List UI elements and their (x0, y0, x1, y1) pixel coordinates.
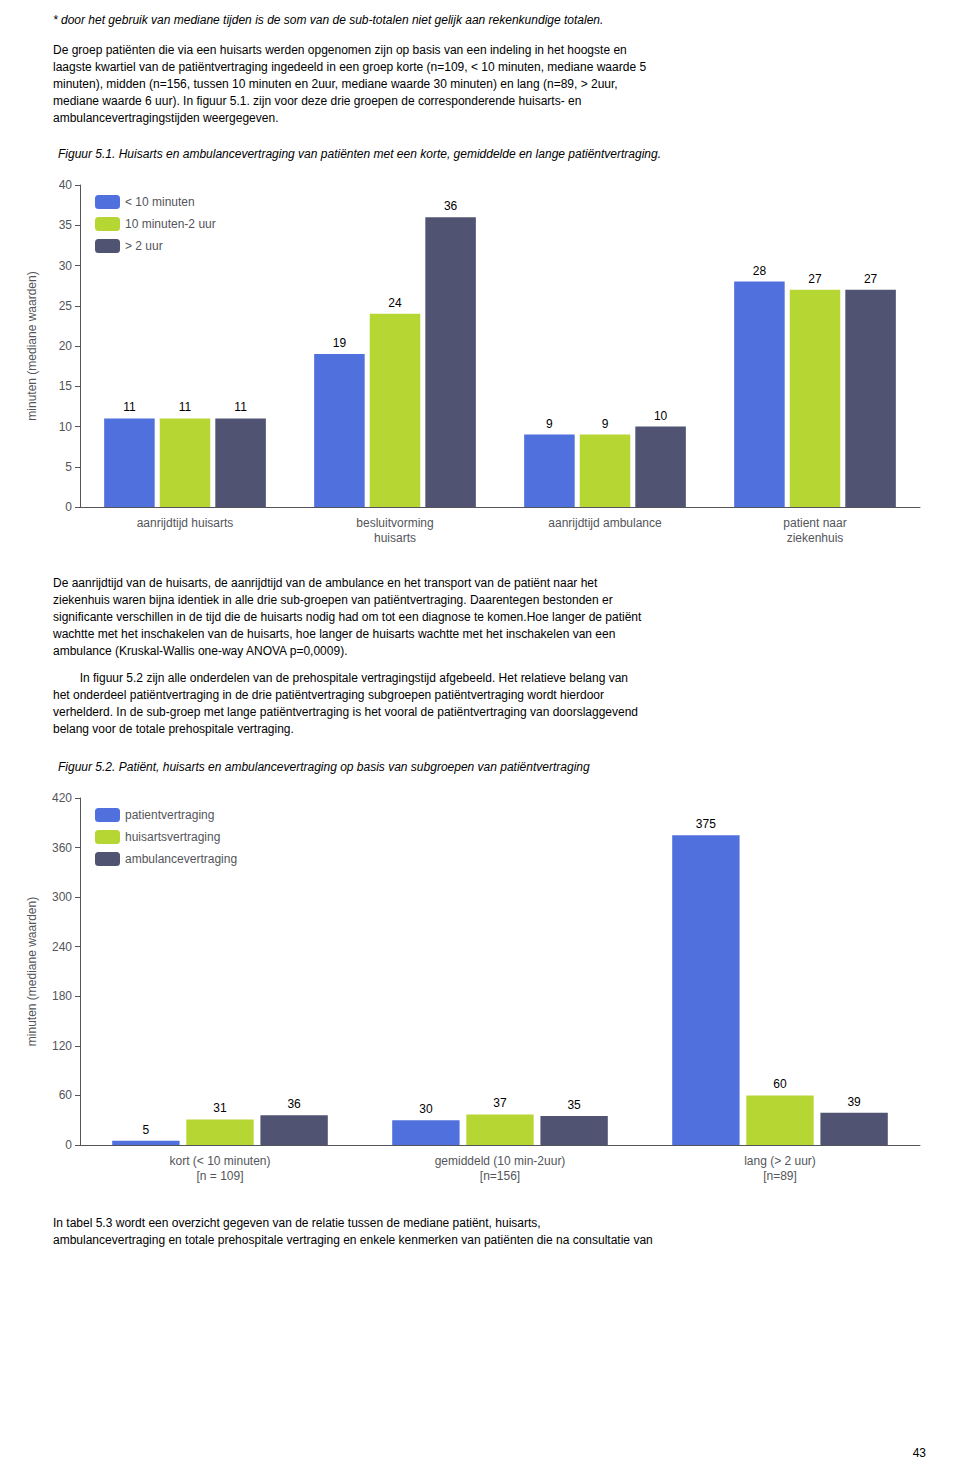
svg-text:375: 375 (696, 817, 716, 831)
svg-text:ambulancevertraging: ambulancevertraging (125, 852, 237, 866)
svg-text:patientvertraging: patientvertraging (125, 808, 214, 822)
svg-text:30: 30 (419, 1102, 433, 1116)
svg-text:minuten (mediane waarden): minuten (mediane waarden) (25, 897, 39, 1046)
svg-text:kort (< 10 minuten): kort (< 10 minuten) (169, 1154, 270, 1168)
svg-text:39: 39 (847, 1095, 861, 1109)
svg-text:5: 5 (65, 460, 72, 474)
svg-text:19: 19 (333, 336, 347, 350)
svg-text:10: 10 (59, 420, 73, 434)
svg-text:10 minuten-2 uur: 10 minuten-2 uur (125, 217, 216, 231)
svg-text:huisartsvertraging: huisartsvertraging (125, 830, 220, 844)
svg-text:minuten (mediane waarden): minuten (mediane waarden) (25, 271, 39, 420)
svg-text:60: 60 (59, 1088, 73, 1102)
svg-text:besluitvorming: besluitvorming (356, 516, 433, 530)
html-text:43: 43 (912, 1446, 926, 1460)
svg-text:30: 30 (59, 259, 73, 273)
svg-text:gemiddeld (10 min-2uur): gemiddeld (10 min-2uur) (435, 1154, 566, 1168)
svg-text:15: 15 (59, 379, 73, 393)
svg-text:11: 11 (179, 400, 192, 414)
svg-text:< 10 minuten: < 10 minuten (125, 195, 195, 209)
html-text:In tabel 5.3 wordt een overzic: In tabel 5.3 wordt een overzicht gegeven… (53, 1216, 653, 1247)
svg-text:11: 11 (234, 400, 247, 414)
svg-text:300: 300 (52, 890, 72, 904)
html-text:De aanrijdtijd van de huisarts: De aanrijdtijd van de huisarts, de aanri… (53, 576, 642, 658)
svg-text:0: 0 (65, 500, 72, 514)
svg-text:35: 35 (567, 1098, 581, 1112)
svg-text:[n = 109]: [n = 109] (196, 1169, 243, 1183)
svg-text:31: 31 (213, 1101, 227, 1115)
svg-text:Figuur 5.1. Huisarts en ambula: Figuur 5.1. Huisarts en ambulancevertrag… (58, 147, 661, 161)
svg-text:420: 420 (52, 791, 72, 805)
svg-text:ziekenhuis: ziekenhuis (787, 531, 844, 545)
svg-text:36: 36 (287, 1097, 301, 1111)
html-text:In figuur 5.2 zijn alle onderd: In figuur 5.2 zijn alle onderdelen van d… (53, 671, 638, 736)
svg-text:huisarts: huisarts (374, 531, 416, 545)
svg-text:[n=156]: [n=156] (480, 1169, 520, 1183)
svg-text:10: 10 (654, 409, 668, 423)
svg-text:aanrijdtijd ambulance: aanrijdtijd ambulance (548, 516, 662, 530)
svg-text:28: 28 (753, 264, 767, 278)
svg-text:60: 60 (773, 1077, 787, 1091)
svg-text:aanrijdtijd huisarts: aanrijdtijd huisarts (137, 516, 234, 530)
svg-text:11: 11 (123, 400, 136, 414)
html-text:De groep patiënten die via een: De groep patiënten die via een huisarts … (53, 43, 647, 125)
svg-text:20: 20 (59, 339, 73, 353)
svg-text:240: 240 (52, 940, 72, 954)
html-text:* door het gebruik van mediane: * door het gebruik van mediane tijden is… (53, 13, 604, 27)
svg-text:36: 36 (444, 199, 458, 213)
svg-text:120: 120 (52, 1039, 72, 1053)
svg-text:24: 24 (388, 296, 402, 310)
svg-text:40: 40 (59, 178, 73, 192)
svg-text:5: 5 (143, 1123, 150, 1137)
svg-text:0: 0 (65, 1138, 72, 1152)
svg-text:lang (> 2 uur): lang (> 2 uur) (744, 1154, 816, 1168)
svg-text:27: 27 (808, 272, 822, 286)
svg-text:37: 37 (493, 1096, 507, 1110)
svg-text:[n=89]: [n=89] (763, 1169, 797, 1183)
svg-text:180: 180 (52, 989, 72, 1003)
svg-text:25: 25 (59, 299, 73, 313)
svg-text:patient naar: patient naar (783, 516, 846, 530)
svg-text:35: 35 (59, 218, 73, 232)
svg-text:Figuur 5.2. Patiënt, huisarts: Figuur 5.2. Patiënt, huisarts en ambulan… (58, 760, 590, 774)
svg-text:9: 9 (546, 417, 553, 431)
svg-text:> 2 uur: > 2 uur (125, 239, 163, 253)
svg-text:27: 27 (864, 272, 878, 286)
svg-text:360: 360 (52, 841, 72, 855)
svg-text:9: 9 (602, 417, 609, 431)
